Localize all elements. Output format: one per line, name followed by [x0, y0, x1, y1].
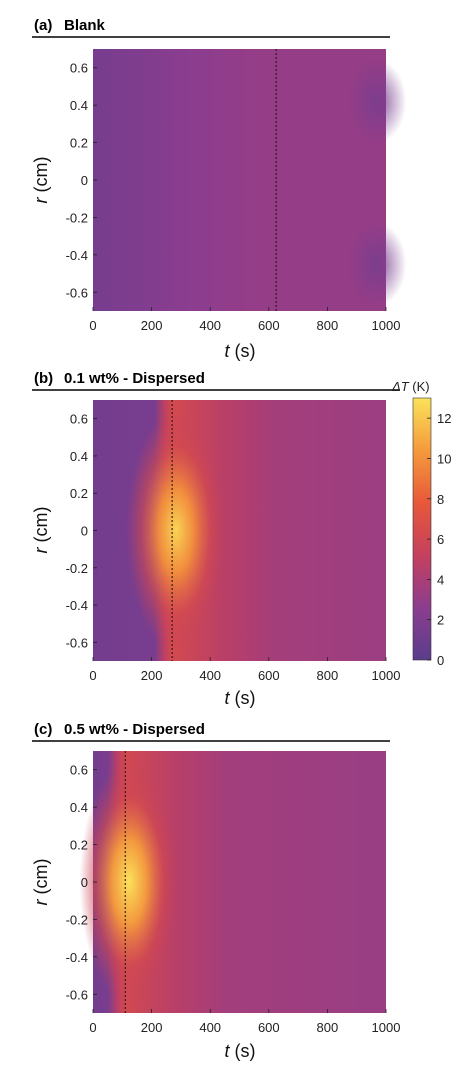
cool-region — [347, 222, 407, 307]
x-tick-label: 0 — [89, 318, 96, 333]
y-tick-label: -0.6 — [66, 635, 88, 650]
x-tick-label: 400 — [199, 668, 221, 683]
x-tick-label: 800 — [317, 668, 339, 683]
panel-a-label: (a) — [34, 17, 52, 34]
panel-a-ylabel: r (cm) — [31, 157, 51, 204]
panel-b: (b) 0.1 wt% - Dispersed 0 200 400 600 800 100… — [31, 370, 400, 708]
y-tick-label: 0 — [81, 173, 88, 188]
panel-c-ylabel: r (cm) — [31, 859, 51, 906]
y-tick-label: 0.2 — [70, 136, 88, 151]
x-tick-label: 1000 — [372, 1020, 401, 1035]
colorbar-tick-label: 0 — [437, 653, 444, 668]
x-tick-label: 800 — [317, 318, 339, 333]
panel-b-xlabel: t (s) — [224, 688, 255, 708]
colorbar-tick-label: 8 — [437, 492, 444, 507]
x-tick-label: 400 — [199, 318, 221, 333]
hotspot — [126, 410, 226, 651]
panel-c: (c) 0.5 wt% - Dispersed 0 200 400 600 800 100… — [31, 721, 400, 1061]
y-tick-label: 0.6 — [70, 61, 88, 76]
colorbar-tick-label: 6 — [437, 532, 444, 547]
panel-a: (a) Blank 0 200 400 600 800 1000 -0.6 -0.4 -0.2 0… — [31, 17, 407, 361]
x-tick-label: 400 — [199, 1020, 221, 1035]
colorbar-label: ΔT (K) — [391, 379, 430, 394]
x-tick-label: 200 — [141, 318, 163, 333]
x-tick-label: 0 — [89, 1020, 96, 1035]
x-tick-label: 200 — [141, 668, 163, 683]
y-tick-label: 0.2 — [70, 486, 88, 501]
y-tick-label: -0.2 — [66, 210, 88, 225]
colorbar-gradient — [412, 397, 432, 661]
y-tick-label: 0 — [81, 875, 88, 890]
panel-a-title: Blank — [64, 17, 106, 34]
y-tick-label: 0.4 — [70, 449, 88, 464]
x-tick-label: 200 — [141, 1020, 163, 1035]
x-tick-label: 600 — [258, 1020, 280, 1035]
colorbar-tick-label: 4 — [437, 572, 444, 587]
x-tick-label: 600 — [258, 668, 280, 683]
panel-b-label: (b) — [34, 370, 53, 387]
colorbar: ΔT (K) 0 2 4 6 8 10 12 — [391, 379, 451, 668]
y-tick-label: 0.2 — [70, 838, 88, 853]
y-tick-label: -0.4 — [66, 950, 88, 965]
x-tick-label: 600 — [258, 318, 280, 333]
hotspot — [79, 761, 180, 1003]
panel-c-xlabel: t (s) — [224, 1041, 255, 1061]
colorbar-tick-label: 2 — [437, 613, 444, 628]
x-tick-label: 0 — [89, 668, 96, 683]
panel-a-xlabel: t (s) — [224, 341, 255, 361]
panel-c-title: 0.5 wt% - Dispersed — [64, 721, 205, 738]
panel-a-heatmap — [93, 49, 386, 311]
y-tick-label: -0.6 — [66, 987, 88, 1002]
y-tick-label: 0 — [81, 524, 88, 539]
panel-b-title: 0.1 wt% - Dispersed — [64, 370, 205, 387]
y-tick-label: 0.6 — [70, 763, 88, 778]
x-tick-label: 1000 — [372, 318, 401, 333]
cool-region — [347, 59, 407, 144]
y-tick-label: -0.4 — [66, 598, 88, 613]
y-tick-label: 0.6 — [70, 412, 88, 427]
y-tick-label: -0.6 — [66, 285, 88, 300]
colorbar-tick-label: 12 — [437, 411, 451, 426]
y-tick-label: 0.4 — [70, 98, 88, 113]
y-tick-label: 0.4 — [70, 800, 88, 815]
x-tick-label: 800 — [317, 1020, 339, 1035]
y-tick-label: -0.2 — [66, 561, 88, 576]
y-tick-label: -0.4 — [66, 248, 88, 263]
x-tick-label: 1000 — [372, 668, 401, 683]
y-tick-label: -0.2 — [66, 912, 88, 927]
panel-b-ylabel: r (cm) — [31, 507, 51, 554]
panel-c-label: (c) — [34, 721, 52, 738]
colorbar-tick-label: 10 — [437, 451, 451, 466]
